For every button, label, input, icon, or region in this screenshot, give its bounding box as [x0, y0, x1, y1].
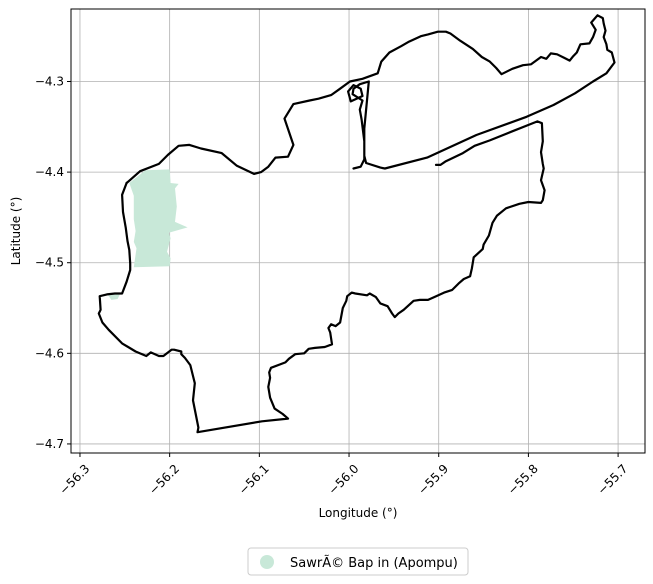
boundary-outline-1 — [97, 120, 546, 434]
boundary-outline-2 — [347, 84, 364, 103]
legend: SawrÃ© Bap in (Apompu) — [247, 547, 469, 576]
y-tick-label-0: −4.3 — [35, 74, 64, 88]
territory-fill-main — [129, 169, 188, 268]
y-tick-label-3: −4.6 — [35, 346, 64, 360]
x-axis-label: Longitude (°) — [319, 506, 398, 520]
y-axis-label: Latitude (°) — [9, 197, 23, 266]
y-tick-label-4: −4.7 — [35, 437, 64, 451]
boundary-outlines — [97, 14, 616, 434]
plot-frame — [70, 8, 646, 454]
y-tick-label-2: −4.5 — [35, 256, 64, 270]
legend-box — [247, 547, 469, 576]
legend-marker — [260, 555, 274, 569]
y-axis-ticks: −4.3 −4.4 −4.5 −4.6 −4.7 — [35, 74, 71, 451]
y-tick-label-1: −4.4 — [35, 165, 64, 179]
boundary-outline-0 — [125, 14, 616, 185]
legend-label: SawrÃ© Bap in (Apompu) — [290, 555, 458, 571]
